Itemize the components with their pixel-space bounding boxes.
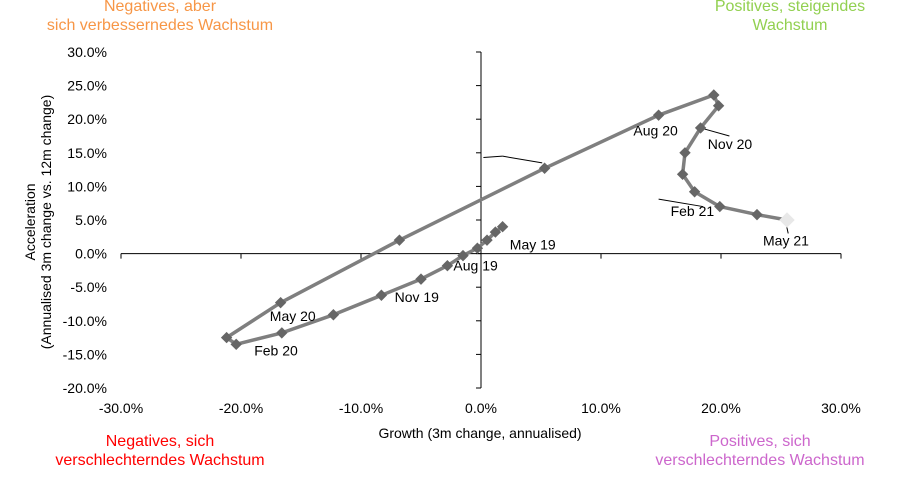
y-tick-label: 0.0% [75,246,107,262]
data-point [393,234,406,246]
data-point [496,221,509,233]
y-tick-label: 25.0% [67,78,107,94]
date-annotation: May 20 [270,308,316,324]
y-axis-title-line1: Acceleration [22,183,38,260]
data-point [375,289,388,301]
date-annotation: Aug 19 [453,257,498,273]
x-axis-title: Growth (3m change, annualised) [378,425,581,441]
y-tick-label: 10.0% [67,178,107,194]
date-annotation: Nov 19 [395,289,440,305]
y-tick-label: -15.0% [63,346,107,362]
data-point [679,147,691,159]
data-point [274,296,287,309]
data-point [230,338,242,351]
quadrant-label-bottom-right-line2: verschlechterndes Wachstum [655,452,865,469]
date-annotation: Feb 21 [671,203,715,219]
quadrant-label-bottom-left-line1: Negatives, sich [105,433,215,450]
annotation-leader-line [658,198,704,208]
quadrant-label-bottom-right: Positives, sich verschlechterndes Wachst… [620,432,900,470]
data-point [471,242,484,254]
annotation-leader-line [502,155,543,164]
quadrant-label-top-left-line1: Negatives, aber [103,0,217,15]
annotation-leader-line [700,127,730,137]
quadrant-label-top-left: Negatives, aber sich verbessernedes Wach… [10,0,310,35]
data-point [714,200,726,213]
data-point [538,162,551,174]
x-tick-label: 30.0% [821,400,861,416]
y-tick-label: -20.0% [63,380,107,396]
y-axis-title-line2: (Annualised 3m change vs. 12m change) [38,95,54,349]
data-point [441,259,454,272]
quadrant-label-bottom-left-line2: verschlechterndes Wachstum [55,452,265,469]
data-point [751,208,763,221]
data-point [327,309,340,321]
x-tick-label: 10.0% [581,400,621,416]
x-tick-label: -20.0% [219,400,263,416]
date-annotation: May 19 [510,237,556,253]
date-annotation: Feb 20 [254,343,298,359]
data-point [220,331,233,344]
data-point [712,100,725,112]
x-tick-label: 0.0% [465,400,497,416]
quadrant-label-top-right-line1: Positives, steigendes [714,0,866,15]
data-point [481,234,493,246]
x-tick-label: -30.0% [99,400,143,416]
data-point-latest [779,212,795,228]
data-point [276,327,288,339]
y-tick-label: 30.0% [67,44,107,60]
data-point [415,273,427,285]
y-tick-label: 5.0% [75,212,107,228]
quadrant-label-top-right: Positives, steigendes Wachstum [680,0,900,35]
y-tick-label: -10.0% [63,313,107,329]
quadrant-label-top-left-line2: sich verbessernedes Wachstum [46,17,274,34]
y-tick-label: 20.0% [67,111,107,127]
date-annotation: May 21 [763,233,809,249]
y-tick-label: 15.0% [67,145,107,161]
data-point [708,89,720,101]
quadrant-label-bottom-left: Negatives, sich verschlechterndes Wachst… [10,432,310,470]
date-annotation: Aug 20 [633,122,678,138]
data-point [688,186,701,198]
x-tick-label: -10.0% [339,400,383,416]
date-annotation: Nov 20 [708,136,753,152]
data-point [652,109,665,121]
data-point [676,168,689,181]
x-tick-label: 20.0% [701,400,741,416]
y-tick-label: -5.0% [70,279,107,295]
data-point [457,249,469,262]
data-point [694,122,707,134]
data-point [489,226,502,238]
quadrant-label-bottom-right-line1: Positives, sich [709,433,811,450]
annotation-leader-line [483,155,503,159]
quadrant-label-top-right-line2: Wachstum [752,17,828,34]
